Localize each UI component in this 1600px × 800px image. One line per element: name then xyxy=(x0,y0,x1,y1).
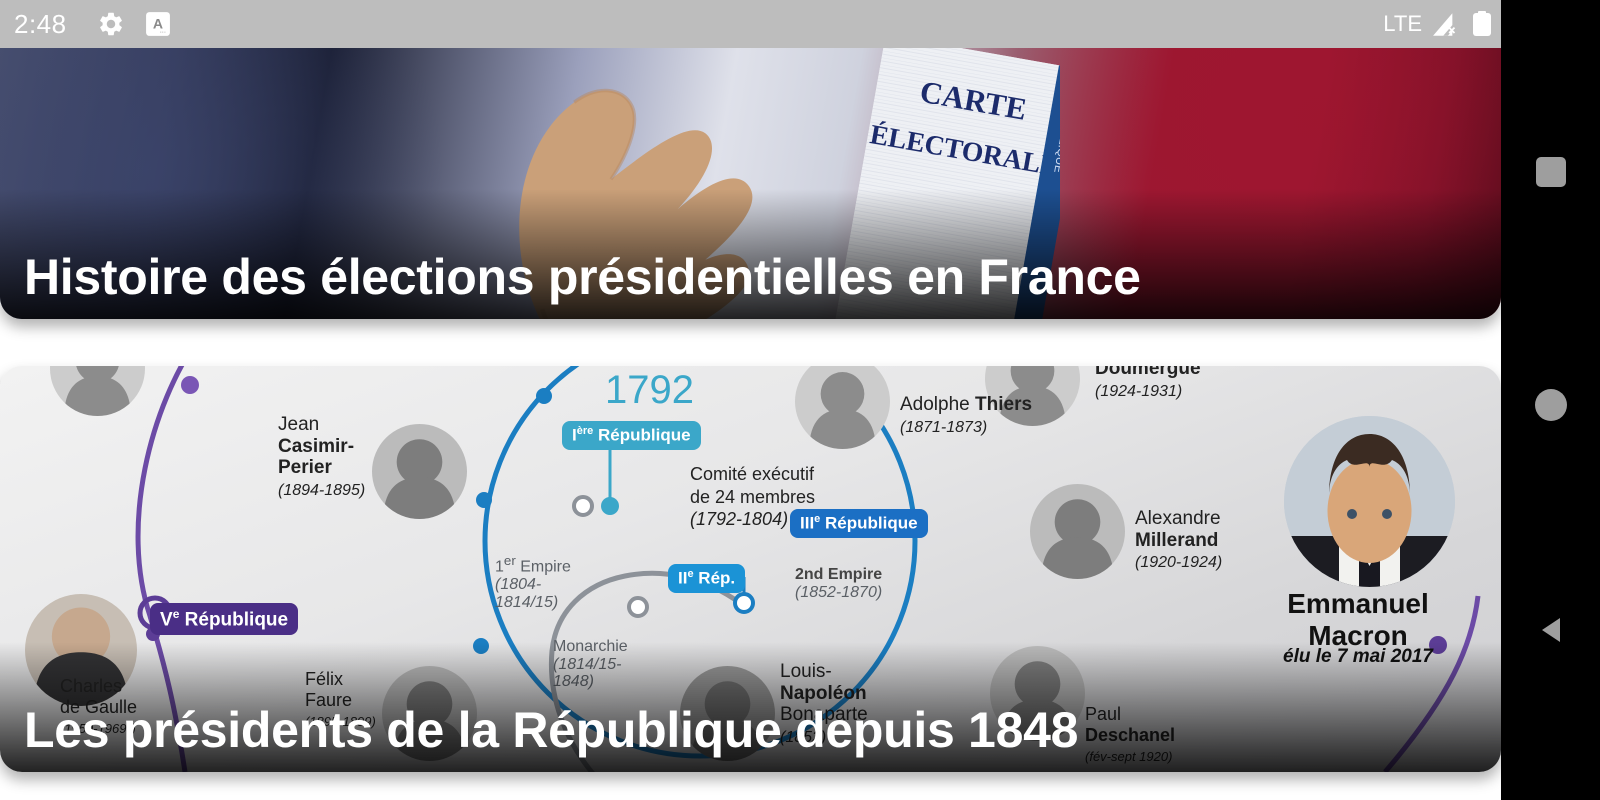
svg-text:...: ... xyxy=(159,26,165,35)
